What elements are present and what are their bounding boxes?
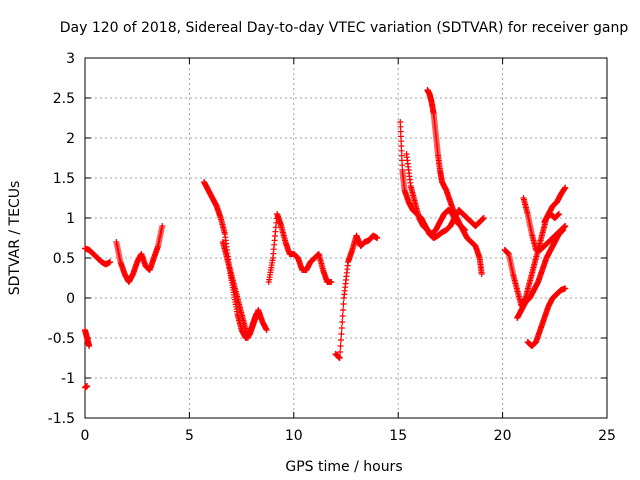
data-point: [478, 271, 485, 277]
series-s10: [424, 87, 485, 277]
y-tick-label: 1.5: [53, 171, 75, 187]
data-point: [337, 349, 344, 355]
series-s16: [541, 184, 569, 225]
series-s4: [113, 223, 166, 285]
y-axis-title: SDTVAR / TECUs: [7, 181, 23, 296]
data-point: [374, 235, 381, 241]
data-point: [336, 355, 343, 361]
y-tick-label: -1: [61, 371, 75, 387]
y-tick-label: 0: [66, 291, 75, 307]
series-s2: [82, 327, 93, 349]
data-points: [82, 87, 569, 391]
data-point: [339, 313, 346, 319]
x-tick-label: 20: [494, 428, 512, 444]
y-tick-label: 2.5: [53, 91, 75, 107]
series-s5: [201, 179, 270, 341]
data-point: [562, 223, 569, 229]
data-point: [340, 307, 347, 313]
data-point: [263, 327, 270, 333]
data-point: [562, 285, 569, 292]
data-point: [253, 311, 260, 317]
y-tick-label: 2: [66, 131, 75, 147]
data-point: [337, 337, 344, 343]
data-point: [159, 223, 166, 229]
x-tick-label: 0: [81, 428, 90, 444]
series-s14: [520, 195, 569, 253]
x-tick-label: 5: [185, 428, 194, 444]
series-s11: [403, 151, 469, 237]
series-s6: [219, 239, 260, 341]
data-point: [340, 301, 347, 307]
data-point: [555, 211, 562, 217]
y-tick-label: -0.5: [48, 331, 75, 347]
data-point: [480, 215, 487, 221]
data-point: [562, 184, 569, 191]
data-point: [338, 325, 345, 331]
plot-frame: [84, 57, 608, 419]
series-s8: [332, 232, 381, 361]
series-s1: [82, 245, 114, 268]
data-point: [338, 331, 345, 337]
data-point: [462, 227, 469, 233]
data-point: [107, 259, 114, 265]
y-tick-label: -1.5: [48, 411, 75, 427]
x-tick-label: 10: [285, 428, 303, 444]
data-point: [339, 319, 346, 325]
x-axis-title: GPS time / hours: [285, 459, 402, 475]
ticks: 0 5 10 15 20 25 -1.5 -1 -0.5 0 0.5 1 1.5 2 2.5 3: [48, 51, 616, 444]
chart-title: Day 120 of 2018, Sidereal Day-to-day VTE…: [60, 20, 629, 36]
data-point: [84, 383, 91, 389]
data-point: [86, 343, 93, 349]
x-tick-label: 15: [389, 428, 407, 444]
series-s15: [524, 285, 569, 349]
y-tick-label: 3: [66, 51, 75, 67]
y-tick-label: 1: [66, 211, 75, 227]
grid: [85, 58, 607, 418]
data-point: [328, 279, 335, 285]
data-point: [337, 343, 344, 349]
y-tick-label: 0.5: [53, 251, 75, 267]
axes: [84, 57, 608, 419]
series-s3: [82, 383, 91, 391]
x-tick-label: 25: [598, 428, 616, 444]
series-s7: [265, 211, 335, 285]
